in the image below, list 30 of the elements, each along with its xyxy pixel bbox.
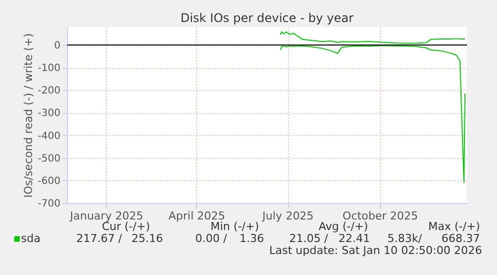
text: 25.16: [132, 232, 163, 245]
text: 217.67 /: [76, 232, 122, 245]
x-tick-label: July 2025: [261, 210, 314, 222]
line-series: [280, 45, 466, 183]
y-tick-label: -500: [38, 153, 60, 164]
y-tick-label: -300: [38, 108, 60, 120]
y-tick-label: -200: [38, 86, 60, 97]
text: 0.00 /: [195, 232, 228, 245]
y-tick-label: -700: [38, 198, 60, 210]
text: Avg (-/+): [318, 220, 368, 233]
legend-label: sda: [21, 232, 40, 245]
text: 1.36: [240, 232, 264, 245]
x-tick-label: January 2025: [68, 210, 144, 222]
text: 5.83k/: [387, 232, 422, 245]
y-axis-title: IOs/second read (-) / write (+): [22, 33, 35, 198]
line-series: [280, 31, 466, 44]
text: 21.05 /: [289, 232, 328, 245]
y-tick-label: -600: [38, 176, 60, 187]
x-tick-label: April 2025: [168, 210, 226, 222]
text: 22.41: [338, 232, 370, 245]
text: Last update: Sat Jan 10 02:50:00 2026: [269, 244, 482, 257]
text: Max (-/+): [428, 220, 480, 233]
y-tick-label: -100: [38, 63, 60, 74]
y-tick-label: -400: [38, 130, 60, 142]
chart-title: Disk IOs per device - by year: [180, 11, 354, 25]
text: 668.37: [442, 232, 480, 245]
y-tick-label: 0: [54, 40, 60, 52]
text: Cur (-/+): [102, 220, 150, 233]
x-tick-label: October 2025: [342, 210, 418, 222]
text: Min (-/+): [210, 220, 259, 233]
